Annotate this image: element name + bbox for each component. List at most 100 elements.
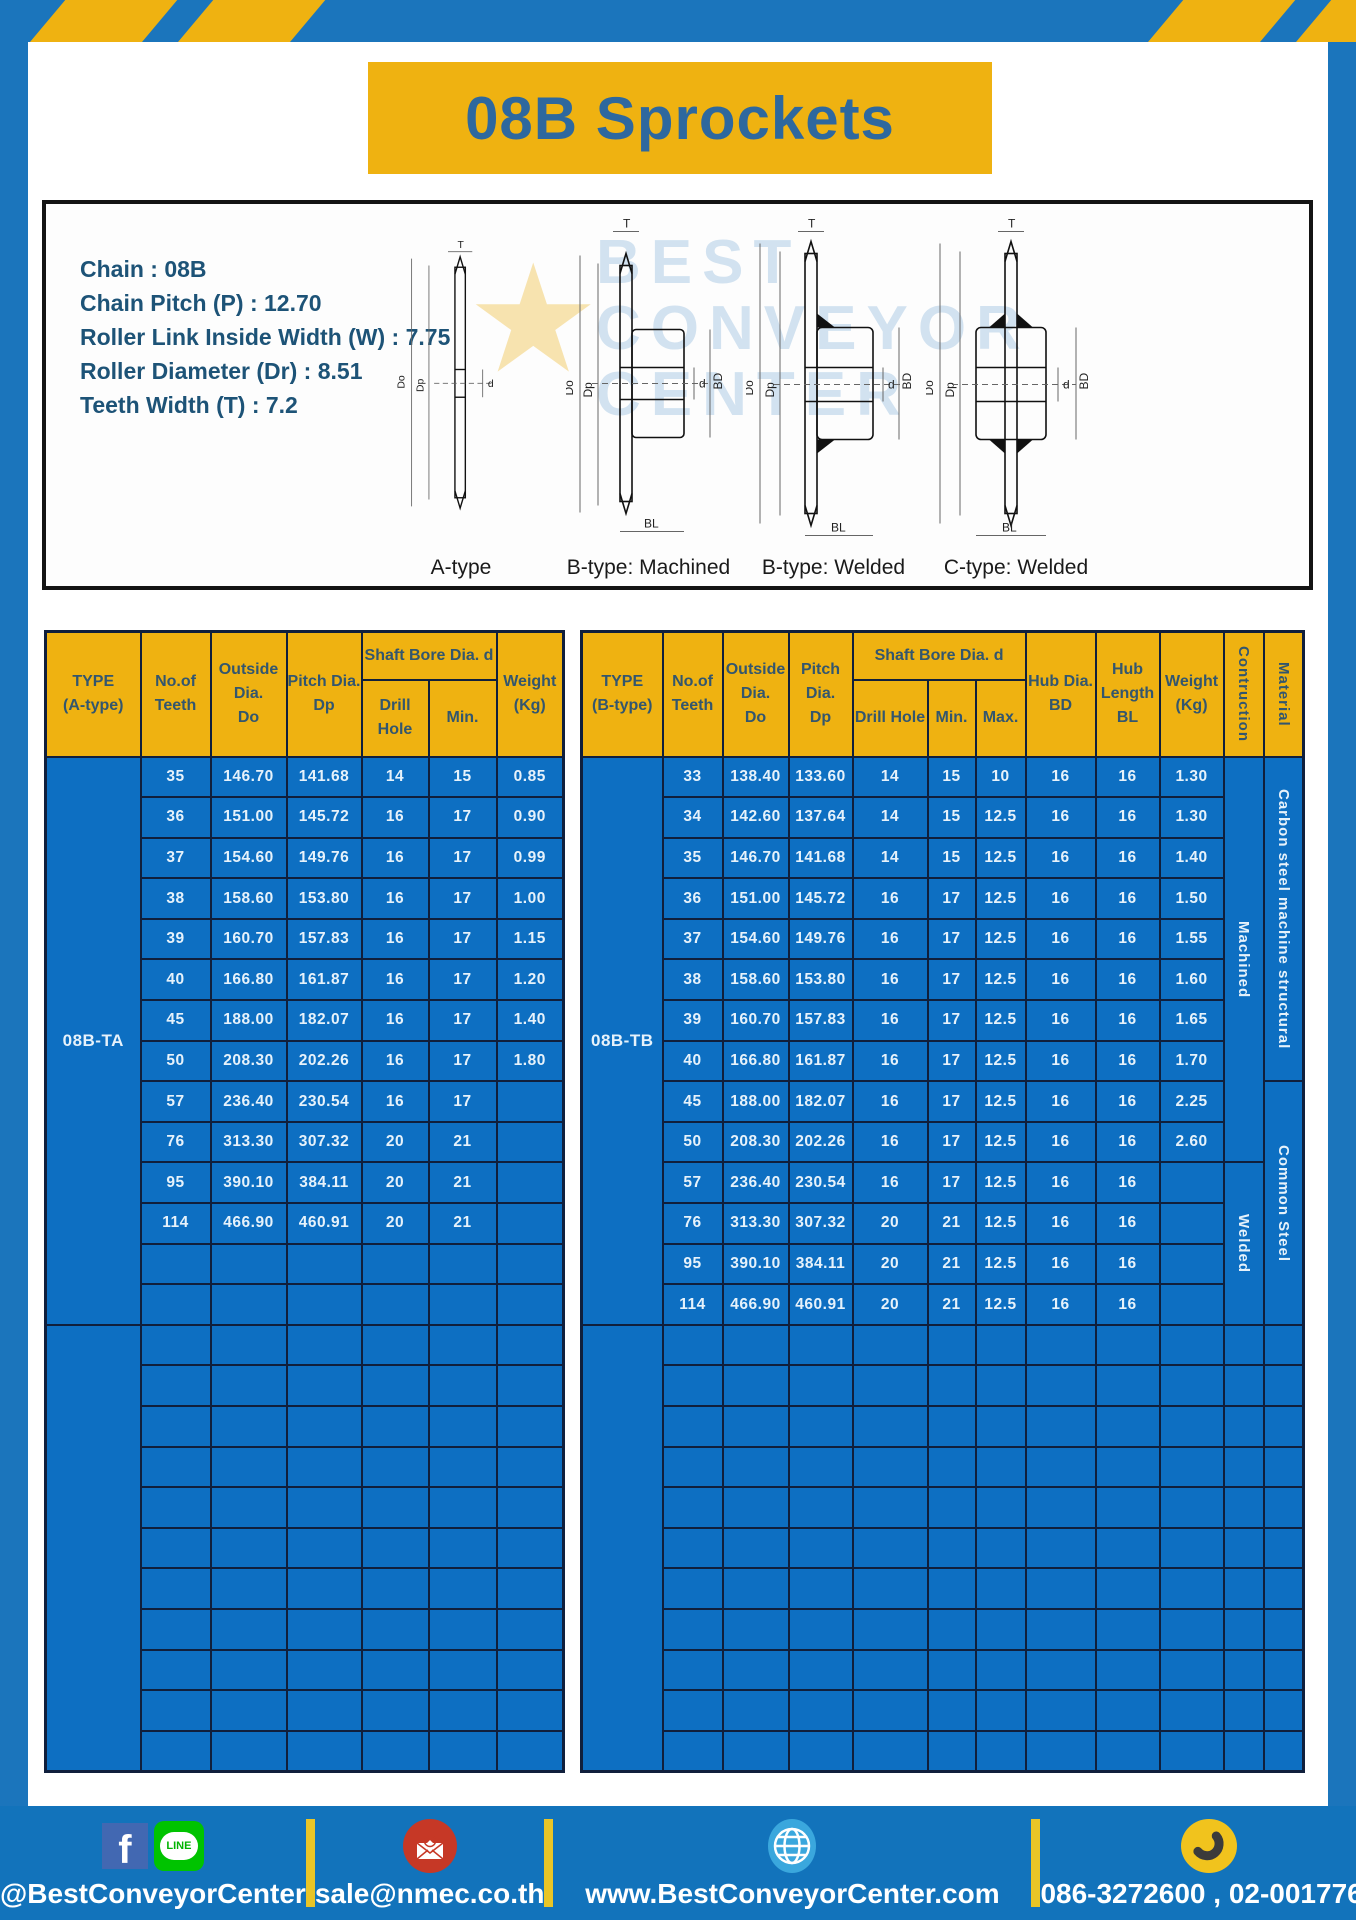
col-header-material: Material [1262,630,1305,758]
cell [1262,1486,1305,1529]
cell: 17 [427,796,498,839]
cell [495,1607,565,1651]
svg-text:Dp: Dp [943,382,957,398]
cell: 16 [851,1039,929,1083]
spec-line: Chain : 08B [80,256,207,282]
cell: 95 [661,1242,724,1286]
cell [427,1689,498,1732]
table-row: 35 146.70 141.68 14 15 12.5 16 16 1.40 [582,836,1304,880]
cell: 0.85 [495,755,565,799]
cell: 2.60 [1158,1120,1225,1164]
cell [1094,1729,1161,1773]
cell [427,1323,498,1367]
table-row [580,1323,1305,1773]
diagram-b-welded: T Do Dp d BD BL B-typ [746,209,921,584]
table-row: 95 390.10 384.11 20 21 12.5 16 16 [582,1242,1304,1286]
cell: 21 [427,1202,498,1245]
cell [1222,1729,1265,1773]
cell: 0.99 [495,836,565,880]
cell [209,1283,288,1326]
contact-footer: f LINE @BestConveyorCenter sale@nmec.co.… [0,1806,1356,1920]
cell: 1.40 [1158,836,1225,880]
type-group-empty [580,1323,664,1773]
cell [661,1729,724,1773]
col-header-pitch-dia: Pitch Dia. Dp [787,630,854,758]
cell: 12.5 [974,1283,1027,1326]
cell [209,1364,288,1407]
footer-website-group: www.BestConveyorCenter.com [553,1806,1031,1920]
cell: 16 [1024,1283,1097,1326]
cell [1262,1405,1305,1448]
cell: 16 [1094,1080,1161,1123]
cell [661,1567,724,1610]
cell: 182.07 [285,999,363,1042]
cell [974,1607,1027,1651]
cell [926,1526,977,1570]
cell [427,1283,498,1326]
hazard-stripe [30,0,178,42]
material-label: Common Steel [1262,1080,1305,1326]
cell [427,1486,498,1529]
cell: 12.5 [974,958,1027,1002]
cell: 154.60 [209,836,288,880]
cell [926,1364,977,1407]
cell [661,1445,724,1489]
cell [1024,1607,1097,1651]
cell [974,1364,1027,1407]
cell: 16 [851,1120,929,1164]
cell: 1.40 [495,999,565,1042]
svg-text:d: d [699,377,706,391]
cell: 17 [427,917,498,961]
cell [1158,1405,1225,1448]
cell [285,1689,363,1732]
cell: 17 [427,1080,498,1123]
cell: 14 [360,755,430,799]
cell [360,1607,430,1651]
svg-text:Do: Do [926,380,936,396]
cell: 149.76 [285,836,363,880]
cell: 14 [851,796,929,839]
cell [974,1445,1027,1489]
cell: 158.60 [209,877,288,920]
cell [1222,1526,1265,1570]
col-header-type: TYPE (A-type) [44,630,142,758]
cell: 12.5 [974,999,1027,1042]
type-group-label: 08B-TB [580,755,664,1326]
spec-line: Chain Pitch (P) : 12.70 [80,290,322,316]
svg-text:T: T [1008,217,1016,231]
cell [360,1689,430,1732]
table-row: 37 154.60 149.76 16 17 0.99 [46,836,565,880]
cell: 188.00 [721,1080,790,1123]
cell: 208.30 [721,1120,790,1164]
table-row [582,1526,1305,1570]
cell: 14 [851,755,929,799]
table-row: 38 158.60 153.80 16 17 1.00 [46,877,565,920]
construction-label: Welded [1222,1161,1265,1326]
cell: 114 [661,1283,724,1326]
cell [787,1567,854,1610]
cell: 39 [139,917,212,961]
cell [360,1323,430,1367]
facebook-icon: f [101,1823,148,1870]
cell [209,1689,288,1732]
cell: 17 [427,1039,498,1083]
cell [1158,1323,1225,1367]
cell [139,1242,212,1286]
table-row: 45 188.00 182.07 16 17 1.40 [46,999,565,1042]
cell [787,1405,854,1448]
cell: 36 [661,877,724,920]
cell [427,1648,498,1692]
cell [926,1445,977,1489]
cell [1262,1689,1305,1732]
cell [787,1648,854,1692]
cell [787,1364,854,1407]
cell [285,1283,363,1326]
cell [851,1689,929,1732]
cell: 57 [661,1161,724,1205]
col-header-min: Min. [427,678,498,758]
cell: 466.90 [209,1202,288,1245]
diagram-label: B-type: Machined [566,556,731,579]
cell: 12.5 [974,917,1027,961]
col-header-type: TYPE (B-type) [580,630,664,758]
cell: 17 [926,1039,977,1083]
